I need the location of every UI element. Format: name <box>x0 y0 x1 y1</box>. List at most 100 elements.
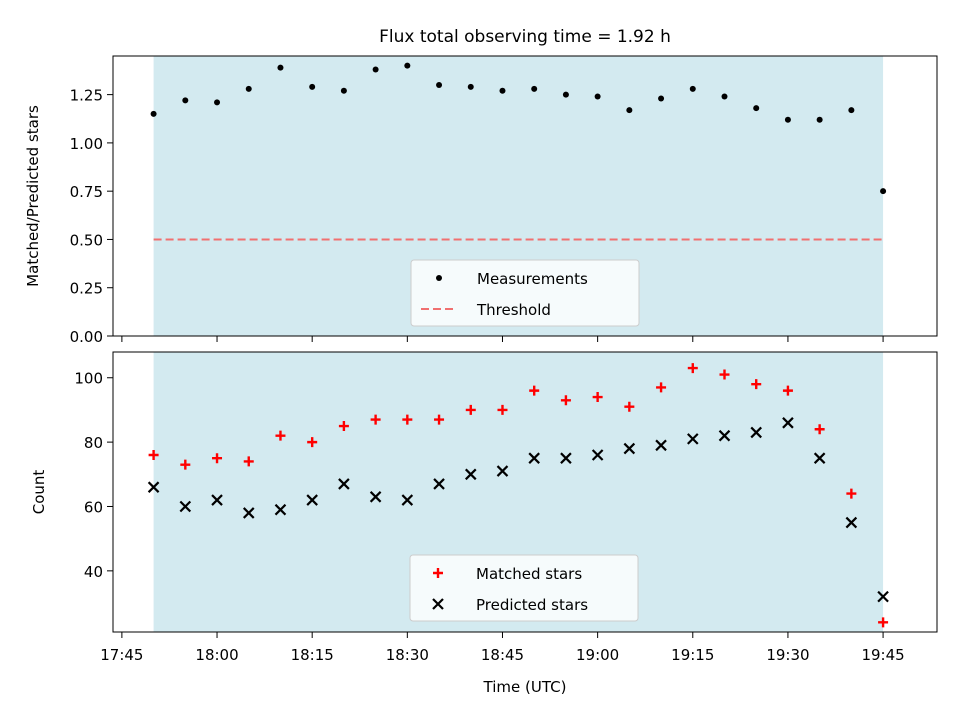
predicted-stars-point <box>274 503 287 516</box>
measurement-point <box>277 64 284 71</box>
measurement-point <box>753 105 760 112</box>
y-tick-label: 0.75 <box>70 183 103 201</box>
matched-stars-point <box>465 404 476 415</box>
matched-stars-point <box>846 488 857 499</box>
predicted-stars-point <box>718 429 731 442</box>
predicted-stars-point <box>464 468 477 481</box>
legend-marker-plus <box>433 568 443 578</box>
measurement-point <box>309 83 316 90</box>
measurement-point <box>594 93 601 100</box>
predicted-stars-point <box>369 491 382 503</box>
predicted-stars-point <box>560 452 572 464</box>
y-tick-label: 0.00 <box>70 328 103 346</box>
predicted-stars-point <box>338 478 350 490</box>
matched-stars-point <box>434 414 445 425</box>
x-tick-label: 17:45 <box>100 646 143 664</box>
y-tick-label: 100 <box>74 370 103 388</box>
legend-label: Matched stars <box>476 565 582 583</box>
predicted-stars-point <box>496 465 509 477</box>
matched-stars-point <box>814 424 825 435</box>
measurement-point <box>436 81 443 88</box>
matched-stars-point <box>148 449 159 460</box>
measurement-point <box>784 116 791 123</box>
predicted-stars-point <box>433 478 445 490</box>
y-tick-label: 0.25 <box>70 280 103 298</box>
bottom-panel: 40 60 80 100 17:45 18:00 18:15 18:30 18:45 19:00 1… <box>30 351 938 696</box>
predicted-stars-point <box>179 500 192 513</box>
matched-stars-point <box>878 617 889 628</box>
matched-stars-point <box>719 369 730 380</box>
predicted-stars-point <box>623 442 636 455</box>
measurement-point <box>150 110 157 117</box>
x-tick-label: 18:30 <box>386 646 429 664</box>
y-tick-label: 1.00 <box>70 135 103 153</box>
measurement-point <box>340 87 347 94</box>
x-axis-label: Time (UTC) <box>483 678 567 696</box>
x-tick-label: 19:00 <box>576 646 619 664</box>
matched-stars-point <box>592 392 603 403</box>
measurement-point <box>404 62 411 69</box>
matched-stars-point <box>338 421 349 432</box>
y-axis-label: Matched/Predicted stars <box>24 105 42 287</box>
measurement-point <box>467 83 474 90</box>
matched-stars-point <box>402 414 413 425</box>
y-tick-label: 40 <box>84 563 103 581</box>
matched-stars-point <box>560 395 571 406</box>
predicted-stars-point <box>401 494 414 506</box>
measurement-point <box>182 97 189 104</box>
measurement-point <box>626 107 633 114</box>
axes-frame <box>112 351 938 633</box>
matched-stars-point <box>370 414 381 425</box>
x-tick-label: 19:30 <box>766 646 809 664</box>
measurement-point <box>214 99 221 106</box>
measurement-point <box>816 116 823 123</box>
legend-label: Threshold <box>476 301 551 319</box>
y-tick-label: 80 <box>84 434 103 452</box>
matched-stars-point <box>180 459 191 470</box>
predicted-stars-point <box>306 494 318 506</box>
predicted-stars-point <box>813 452 826 464</box>
matched-stars-point <box>624 401 635 412</box>
x-tick-label: 18:45 <box>481 646 524 664</box>
legend-label: Measurements <box>477 270 588 288</box>
top-panel: 0.00 0.25 0.50 0.75 1.00 1.25 Matched/Predicte… <box>24 55 938 346</box>
measurement-point <box>848 107 855 114</box>
matched-stars-point <box>529 385 540 396</box>
matched-stars-point <box>275 430 286 441</box>
predicted-stars-point <box>782 417 794 429</box>
predicted-stars-point <box>591 449 604 461</box>
chart-title: Flux total observing time = 1.92 h <box>379 27 671 47</box>
predicted-stars-point <box>845 516 858 529</box>
predicted-stars-point <box>242 507 255 519</box>
measurement-point <box>721 93 728 100</box>
y-tick-label: 60 <box>84 498 103 516</box>
predicted-stars-point <box>655 439 667 452</box>
matched-stars-point <box>307 437 318 448</box>
matched-stars-point <box>212 453 223 464</box>
matched-stars-point <box>687 363 698 374</box>
x-tick-label: 18:15 <box>291 646 334 664</box>
axes-frame <box>112 55 938 337</box>
legend-label: Predicted stars <box>476 596 588 614</box>
measurement-point <box>880 188 887 195</box>
measurement-point <box>658 95 665 102</box>
predicted-stars-point <box>687 433 699 445</box>
predicted-stars-point <box>528 452 540 464</box>
legend-marker-x <box>432 598 444 610</box>
legend-box <box>409 554 639 622</box>
measurement-point <box>689 85 696 92</box>
measurement-point <box>531 85 538 92</box>
measurement-point <box>245 85 252 92</box>
x-tick-label: 18:00 <box>195 646 238 664</box>
measurement-point <box>562 91 569 98</box>
matched-stars-point <box>497 404 508 415</box>
predicted-stars-point <box>750 426 762 439</box>
measurement-point <box>499 87 506 94</box>
matched-stars-point <box>751 379 762 390</box>
legend-box <box>410 259 640 327</box>
y-tick-label: 1.25 <box>70 87 103 105</box>
matched-stars-point <box>656 382 667 393</box>
matched-stars-point <box>243 456 254 467</box>
measurement-point <box>372 66 379 73</box>
